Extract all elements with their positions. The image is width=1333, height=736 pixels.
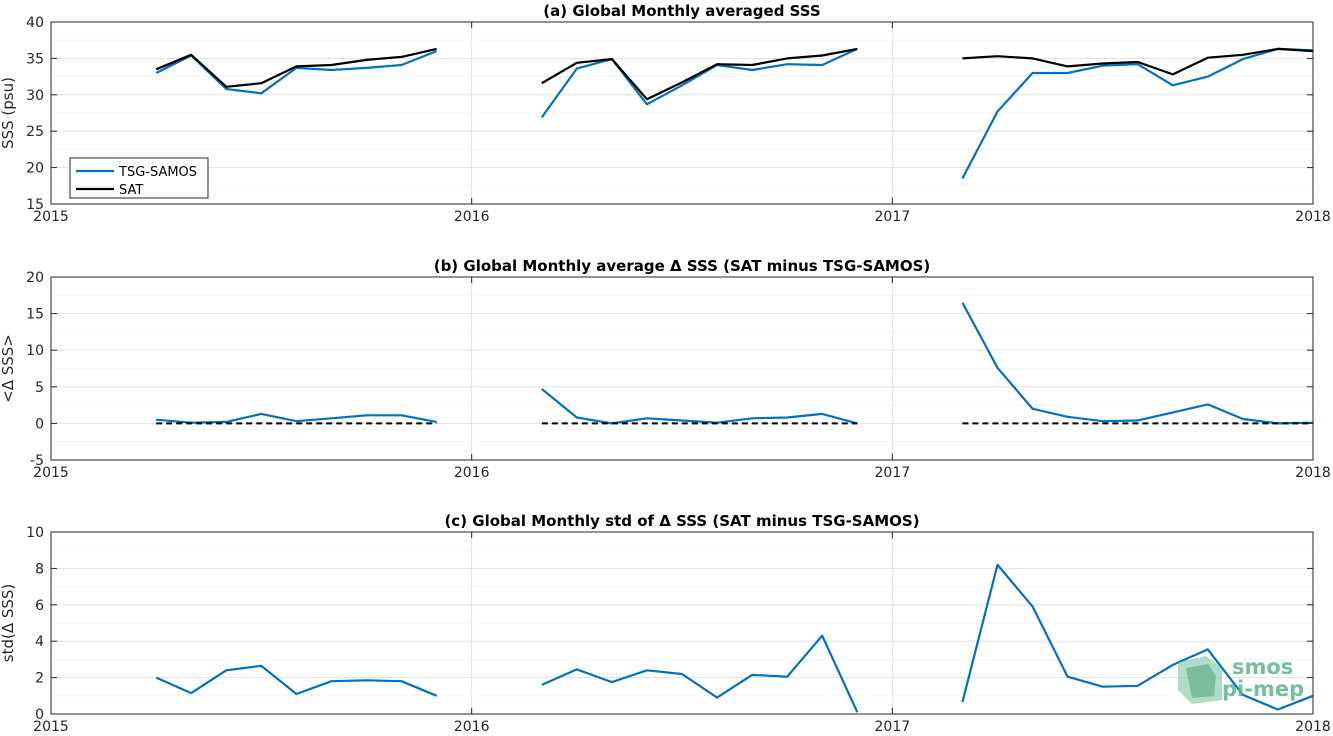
y-tick-label: 0 <box>35 707 44 723</box>
x-tick-label: 2015 <box>33 719 69 735</box>
y-tick-label: 8 <box>35 561 44 577</box>
y-tick-label: 0 <box>35 416 44 432</box>
axes-box <box>50 276 1314 461</box>
chart-title: (b) Global Monthly average Δ SSS (SAT mi… <box>434 257 931 275</box>
axes-box <box>50 531 1314 715</box>
y-tick-label: 10 <box>26 525 44 541</box>
y-tick-label: 35 <box>26 51 44 67</box>
y-tick-label: 2 <box>35 671 44 687</box>
series-0-segment-1-line <box>541 634 859 713</box>
y-axis-label: SSS (psu) <box>0 77 17 149</box>
plot-panel-2: 0 2 4 6 8 10 2015 2016 2017 2018 (c) Global Monthl… <box>0 512 1331 735</box>
series-1-segment-2-line <box>962 47 1314 76</box>
watermark-line1: smos <box>1232 655 1293 679</box>
x-tick-label: 2017 <box>875 719 911 735</box>
series-0-segment-1-line <box>540 47 858 119</box>
series-0-segment-2-line <box>961 563 1314 711</box>
legend: TSG-SAMOS SAT <box>69 157 209 199</box>
smos-pi-mep-logo: smos pi-mep <box>1178 655 1304 704</box>
y-tick-label: 6 <box>35 598 44 614</box>
series-0-segment-2-line <box>961 302 1314 425</box>
series-0-segment-1-line <box>541 388 858 425</box>
series-1-segment-0-line <box>155 47 437 88</box>
legend-box <box>69 157 209 199</box>
chart-title: (a) Global Monthly averaged SSS <box>543 2 820 20</box>
plot-area <box>51 532 1313 714</box>
series-0-segment-0-line <box>156 412 437 424</box>
x-tick-label: 2016 <box>454 719 490 735</box>
x-tick-label: 2017 <box>875 209 911 225</box>
y-axis-label: std(Δ SSS) <box>0 584 17 663</box>
y-tick-label: 5 <box>35 380 44 396</box>
y-tick-label: 30 <box>26 88 44 104</box>
y-tick-label: 15 <box>26 307 44 323</box>
x-tick-label: 2016 <box>454 209 490 225</box>
y-tick-label: 10 <box>26 343 44 359</box>
x-tick-label: 2015 <box>33 209 69 225</box>
legend-label-1: SAT <box>119 183 143 198</box>
axes-box <box>50 21 1314 205</box>
plot-panel-0: 15 20 25 30 35 40 2015 2016 2017 2018 (a) Global M… <box>0 2 1331 225</box>
y-axis-label: <Δ SSS> <box>0 334 17 403</box>
plot-area <box>51 277 1313 460</box>
x-tick-label: 2015 <box>33 465 69 481</box>
y-tick-label: 40 <box>26 15 44 31</box>
y-tick-label: -5 <box>30 453 44 469</box>
x-tick-label: 2018 <box>1295 209 1331 225</box>
y-tick-label: 15 <box>26 197 44 213</box>
y-tick-label: 25 <box>26 124 44 140</box>
series-1-segment-1-line <box>541 47 858 101</box>
series-0-segment-2-line <box>961 47 1314 180</box>
series-0-segment-0-line <box>155 664 438 697</box>
x-tick-label: 2016 <box>454 465 490 481</box>
plot-panel-1: -5 0 5 10 15 20 2015 2016 2017 2018 (b) Global Mon… <box>0 257 1331 481</box>
legend-label-0: TSG-SAMOS <box>118 165 197 180</box>
y-tick-label: 4 <box>35 634 44 650</box>
plot-area <box>51 22 1313 204</box>
chart-title: (c) Global Monthly std of Δ SSS (SAT min… <box>444 512 919 530</box>
x-tick-label: 2017 <box>875 465 911 481</box>
y-tick-label: 20 <box>26 270 44 286</box>
x-tick-label: 2018 <box>1295 719 1331 735</box>
x-tick-label: 2018 <box>1295 465 1331 481</box>
y-tick-label: 20 <box>26 161 44 177</box>
watermark-line2: pi-mep <box>1222 677 1304 701</box>
